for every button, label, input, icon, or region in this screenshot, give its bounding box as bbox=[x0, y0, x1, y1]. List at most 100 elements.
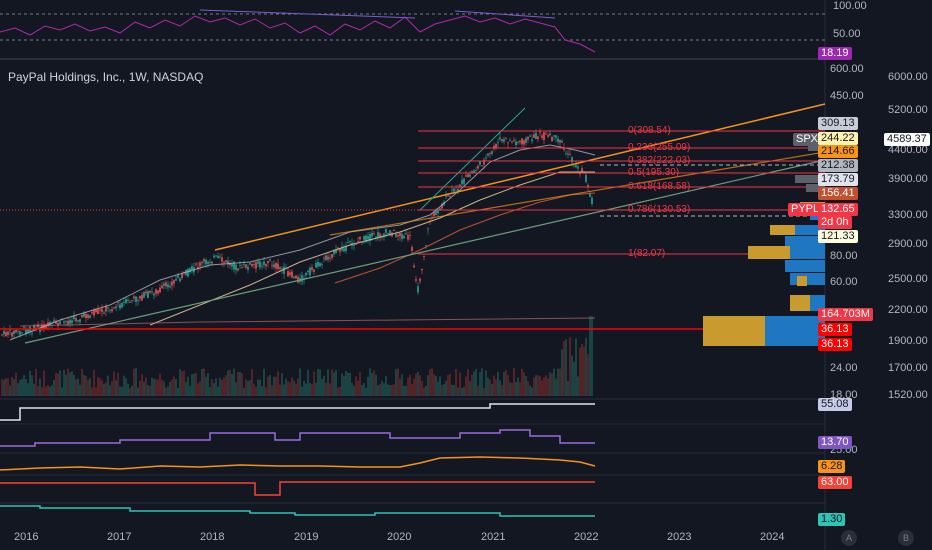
candle-body bbox=[533, 134, 535, 138]
volume-bar bbox=[177, 387, 179, 396]
indicator-red bbox=[0, 481, 595, 496]
volume-bar bbox=[461, 387, 463, 396]
candle-body bbox=[461, 179, 463, 185]
price-label-212: 212.38 bbox=[818, 159, 858, 172]
volume-bar bbox=[221, 379, 223, 396]
volume-bar bbox=[343, 376, 345, 396]
green-trend-line bbox=[24, 159, 826, 344]
volume-bar bbox=[187, 376, 189, 396]
volume-bar bbox=[489, 379, 491, 396]
candle-body bbox=[523, 140, 525, 145]
volume-bar bbox=[19, 379, 21, 396]
candle-body bbox=[39, 327, 41, 332]
candle-body bbox=[63, 321, 65, 323]
scale-mode-a-button[interactable]: A bbox=[841, 530, 857, 546]
scale-mode-b-button[interactable]: B bbox=[898, 530, 914, 546]
rsi-divergence-line-2 bbox=[454, 10, 556, 19]
candle-body bbox=[397, 235, 399, 237]
candle-body bbox=[57, 323, 59, 326]
volume-bar bbox=[507, 375, 509, 396]
volume-bar bbox=[25, 379, 27, 396]
candle-body bbox=[313, 269, 315, 272]
candle-body bbox=[127, 299, 129, 301]
spx-axis-6000: 6000.00 bbox=[888, 71, 928, 83]
volume-bar bbox=[257, 379, 259, 396]
rsi-pane[interactable] bbox=[0, 9, 825, 53]
volume-bar bbox=[279, 384, 281, 396]
candle-body bbox=[287, 271, 289, 277]
spx-axis-1700: 1700.00 bbox=[888, 362, 928, 374]
candle-body bbox=[577, 166, 579, 169]
volume-bar bbox=[101, 380, 103, 396]
volume-bar bbox=[129, 387, 131, 396]
volume-bar bbox=[421, 380, 423, 396]
volume-bar bbox=[259, 379, 261, 396]
volume-bar bbox=[475, 368, 477, 396]
volume-bar bbox=[539, 376, 541, 396]
candle-body bbox=[269, 259, 271, 261]
candle-body bbox=[559, 140, 561, 143]
volume-bar bbox=[59, 370, 61, 396]
volume-bar bbox=[337, 387, 339, 396]
candle-body bbox=[59, 321, 61, 325]
volume-bar bbox=[157, 379, 159, 396]
spx-tag[interactable]: SPX bbox=[793, 133, 822, 146]
volume-bar bbox=[469, 381, 471, 396]
volume-bar bbox=[57, 373, 59, 396]
candle-body bbox=[75, 318, 77, 322]
volume-bar bbox=[551, 373, 553, 396]
volume-bar bbox=[7, 378, 9, 396]
candle-body bbox=[587, 185, 589, 188]
volume-bar bbox=[249, 380, 251, 396]
volume-bar bbox=[435, 375, 437, 396]
volume-bar bbox=[315, 382, 317, 396]
chart-title: PayPal Holdings, Inc., 1W, NASDAQ bbox=[8, 70, 204, 84]
price-axis-450: 450.00 bbox=[830, 90, 864, 102]
volume-bar bbox=[491, 384, 493, 396]
x-axis-2020: 2020 bbox=[387, 531, 412, 543]
price-label-214: 214.66 bbox=[818, 145, 858, 158]
candle-body bbox=[293, 276, 295, 278]
candle-body bbox=[73, 316, 75, 320]
candle-body bbox=[119, 304, 121, 309]
candle-body bbox=[507, 142, 509, 144]
volume-bar bbox=[11, 376, 13, 396]
volume-bar bbox=[357, 380, 359, 396]
volume-bar bbox=[393, 384, 395, 396]
pypl-tag[interactable]: PYPL bbox=[788, 203, 823, 216]
fib-retracement[interactable] bbox=[418, 130, 825, 255]
volume-bar bbox=[125, 378, 127, 396]
volume-bar bbox=[211, 379, 213, 396]
volume-bar bbox=[137, 387, 139, 396]
volume-bar bbox=[75, 379, 77, 396]
volume-bar bbox=[439, 376, 441, 396]
candle-body bbox=[219, 256, 221, 258]
candle-body bbox=[555, 135, 557, 138]
volume-bar bbox=[45, 386, 47, 396]
volume-bar bbox=[3, 379, 5, 396]
volume-bar bbox=[69, 372, 71, 396]
candle-body bbox=[305, 272, 307, 276]
candle-body bbox=[273, 264, 275, 268]
candle-body bbox=[425, 245, 427, 247]
candle-body bbox=[331, 254, 333, 258]
volume-bar bbox=[401, 374, 403, 396]
candle-body bbox=[403, 235, 405, 239]
candle-body bbox=[85, 313, 87, 318]
volume-bar bbox=[227, 370, 229, 396]
candle-body bbox=[275, 263, 277, 269]
volume-bar bbox=[535, 375, 537, 396]
volume-bar bbox=[371, 372, 373, 396]
candle-body bbox=[319, 262, 321, 267]
candle-body bbox=[433, 212, 435, 217]
volume-bar bbox=[189, 386, 191, 396]
candle-body bbox=[375, 236, 377, 238]
volume-bar bbox=[39, 378, 41, 396]
candle-body bbox=[317, 261, 319, 267]
candle-body bbox=[247, 266, 249, 270]
candle-body bbox=[435, 209, 437, 216]
candle-body bbox=[129, 301, 131, 303]
volume-bar bbox=[375, 374, 377, 396]
candle-body bbox=[451, 189, 453, 191]
